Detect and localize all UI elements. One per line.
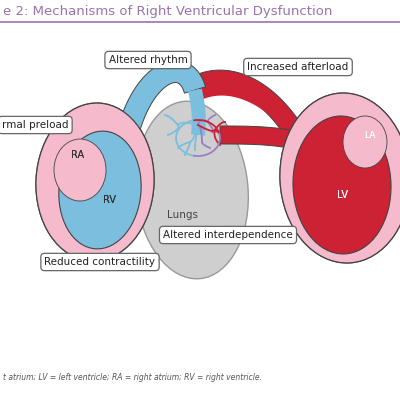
Text: LA: LA [364,130,376,140]
Text: RA: RA [72,150,84,160]
Ellipse shape [36,103,154,261]
Ellipse shape [59,131,141,249]
Polygon shape [118,60,206,135]
Text: Altered interdependence: Altered interdependence [163,230,293,240]
Polygon shape [220,126,297,149]
Text: LA: LA [364,130,376,140]
Ellipse shape [54,139,106,201]
Text: RV: RV [104,195,116,205]
Text: Reduced contractility: Reduced contractility [44,257,156,267]
Text: LV: LV [336,190,348,200]
Text: rmal preload: rmal preload [2,120,68,130]
Ellipse shape [54,139,106,201]
Text: RV: RV [104,195,116,205]
Ellipse shape [293,116,391,254]
Text: RA: RA [72,150,84,160]
Ellipse shape [136,101,248,279]
Ellipse shape [36,103,154,261]
Polygon shape [188,89,206,136]
Ellipse shape [280,93,400,263]
Ellipse shape [280,93,400,263]
Text: LV: LV [336,190,348,200]
Polygon shape [194,70,307,143]
Text: t atrium; LV = left ventricle; RA = right atrium; RV = right ventricle.: t atrium; LV = left ventricle; RA = righ… [3,374,262,382]
Ellipse shape [59,131,141,249]
Ellipse shape [343,116,387,168]
Text: e 2: Mechanisms of Right Ventricular Dysfunction: e 2: Mechanisms of Right Ventricular Dys… [3,6,332,18]
Polygon shape [198,86,302,141]
Ellipse shape [343,116,387,168]
Text: Increased afterload: Increased afterload [247,62,349,72]
Text: Lungs: Lungs [166,210,198,220]
Text: Altered rhythm: Altered rhythm [108,55,188,65]
Ellipse shape [293,116,391,254]
